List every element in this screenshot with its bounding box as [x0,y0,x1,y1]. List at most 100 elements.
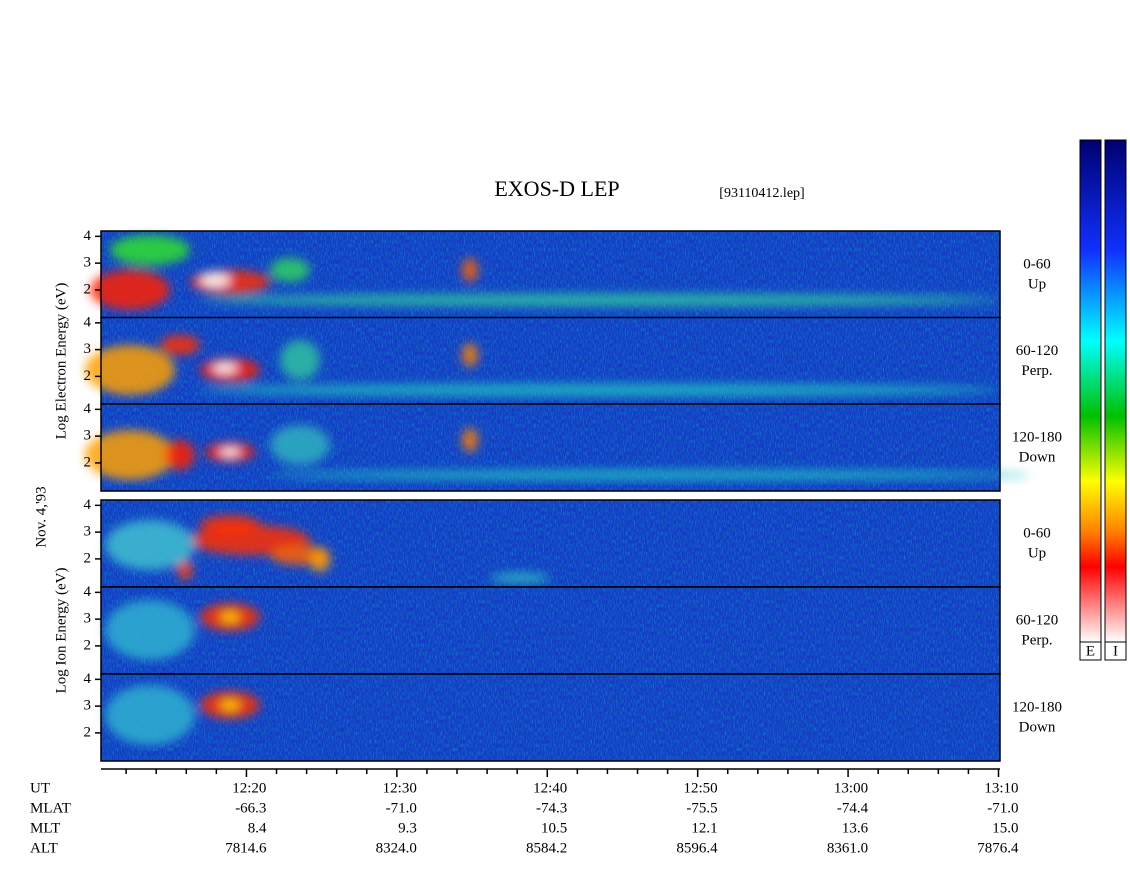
orbit-value: -71.0 [386,800,417,816]
x-tick-label: 12:40 [533,780,567,796]
spectrogram-feature [200,515,260,535]
orbit-row-name: UT [30,780,50,796]
orbit-value: 7876.4 [977,840,1019,856]
spectrogram-feature [213,362,237,374]
orbit-value: -71.0 [987,800,1018,816]
panel-angle: 60-120 [1016,612,1059,628]
spectrogram-features [105,600,260,660]
spectrogram-feature [220,611,240,623]
orbit-value: 13.6 [842,820,869,836]
date-label: Nov. 4,'93 [33,486,49,547]
x-tick-label: 13:00 [834,780,868,796]
y-tick-label: 4 [84,671,92,687]
spectrogram-feature [105,520,195,570]
spectrogram-feature [490,573,550,583]
spectrogram-features [85,335,1000,396]
colorbar-label-box [1104,641,1127,661]
spectrogram-feature [270,258,310,282]
spectrogram-feature [105,600,195,660]
orbit-value: 8324.0 [376,840,417,856]
y-tick-label: 3 [84,698,92,714]
chart-title: EXOS-D LEP [494,176,619,201]
spectrogram-features [90,235,1000,310]
spectrogram-feature [85,430,175,480]
spectrogram-noise [101,674,1000,761]
panel-frame [100,673,1001,762]
colorbar [1104,139,1127,643]
x-tick-label: 12:30 [383,780,417,796]
spectrogram-feature [462,343,478,367]
y-tick-label: 2 [84,454,92,470]
y-tick-label: 3 [84,255,92,271]
y-tick-label: 4 [84,314,92,330]
orbit-value: -74.4 [837,800,869,816]
y-tick-label: 2 [84,368,92,384]
y-axis-label: Log Ion Energy (eV) [53,568,69,694]
spectrogram-features [105,515,550,583]
orbit-value: -75.5 [686,800,717,816]
y-tick-label: 3 [84,524,92,540]
orbit-value: 8584.2 [526,840,567,856]
y-tick-label: 4 [84,584,92,600]
orbit-value: 12.1 [691,820,717,836]
spectrogram-features [105,685,260,745]
colorbar [1079,139,1102,643]
panel-angle: 120-180 [1012,699,1062,715]
spectrogram-feature [462,258,478,282]
spectrogram-feature [462,428,478,452]
x-tick-label: 12:50 [684,780,718,796]
orbit-row-name: MLAT [30,800,71,816]
y-tick-label: 4 [84,401,92,417]
orbit-value: -74.3 [536,800,567,816]
spectrogram-feature [200,384,1000,396]
colorbar-label: E [1086,643,1095,659]
orbit-value: 10.5 [541,820,567,836]
spectrogram-feature [220,447,240,457]
spectrogram-feature [110,235,190,265]
orbit-value: 15.0 [992,820,1018,836]
orbit-value: -66.3 [235,800,266,816]
y-tick-label: 2 [84,724,92,740]
spectrogram-feature [160,335,200,355]
y-tick-label: 4 [84,497,92,513]
orbit-row-name: ALT [30,840,58,856]
spectrogram-feature [280,340,320,380]
spectrogram-features [85,425,1030,480]
orbit-value: 8361.0 [827,840,868,856]
panel-direction: Down [1019,449,1056,465]
orbit-value: 8596.4 [676,840,718,856]
spectrogram-feature [220,699,240,711]
panel-direction: Perp. [1021,363,1052,379]
file-name: [93110412.lep] [719,186,804,201]
y-tick-label: 3 [84,611,92,627]
spectrogram-noise [101,587,1000,674]
spectrogram-feature [200,272,230,288]
spectrogram-feature [270,470,1030,480]
spectrogram-feature [177,560,193,580]
y-axis-label: Log Electron Energy (eV) [53,283,69,440]
x-tick-label: 13:10 [984,780,1018,796]
spectrogram-feature [270,425,330,465]
orbit-value: 9.3 [398,820,417,836]
colorbar-label-box [1079,641,1102,661]
panel-angle: 60-120 [1016,343,1059,359]
colorbar-label: I [1113,643,1118,659]
panel-direction: Up [1028,545,1046,561]
panel-direction: Down [1019,719,1056,735]
spectrogram-feature [105,685,195,745]
y-tick-label: 3 [84,341,92,357]
panel-angle: 120-180 [1012,429,1062,445]
panel-direction: Up [1028,276,1046,292]
spectrogram-feature [310,548,330,572]
spectrogram-feature [165,440,195,470]
spectrogram-feature [85,345,175,395]
panel-angle: 0-60 [1023,525,1051,541]
spectrogram-feature [90,270,170,310]
x-tick-label: 12:20 [232,780,266,796]
panel-angle: 0-60 [1023,256,1051,272]
y-tick-label: 2 [84,281,92,297]
orbit-row-name: MLT [30,820,60,836]
y-tick-label: 4 [84,228,92,244]
